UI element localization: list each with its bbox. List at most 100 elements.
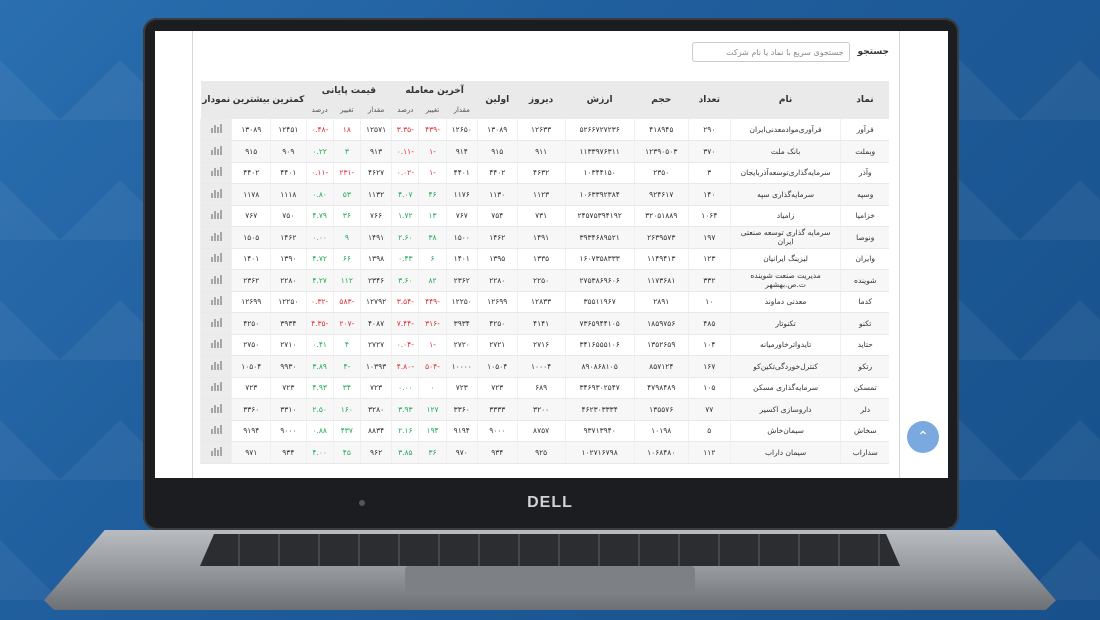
row-symbol[interactable]: ونوصا xyxy=(840,226,889,249)
table-row[interactable]: سداراب سیمان داراب ۱۱۲ ۱۰۶۸۴۸۰ ۱۰۲۷۱۶۷۹۸ ۹۲۵ ۹… xyxy=(199,441,889,464)
row-chart[interactable] xyxy=(199,377,232,399)
row-chart[interactable] xyxy=(199,291,232,313)
col-low[interactable]: کمترین xyxy=(270,81,307,119)
row-count: ۱۹۷ xyxy=(687,226,731,249)
row-chart[interactable] xyxy=(199,420,232,442)
table-row[interactable]: حتاید تایدواترخاورمیانه ۱۰۴ ۱۳۵۲۶۵۹ ۳۴۱۶۵۵۵۱… xyxy=(199,334,889,356)
row-close-percent: -۴.۳۵ xyxy=(305,312,334,335)
row-last-percent: ۳.۹۳ xyxy=(391,398,419,421)
col-high[interactable]: بیشترین xyxy=(231,81,271,119)
row-last-percent: -۳.۳۵ xyxy=(391,119,419,141)
row-symbol[interactable]: وایران xyxy=(840,248,889,270)
row-volume: ۲۶۳۹۵۷۳ xyxy=(633,226,689,249)
row-yesterday: ۷۳۱ xyxy=(516,205,566,227)
row-last-change: ۱۳ xyxy=(418,205,447,227)
row-symbol[interactable]: وبملت xyxy=(840,140,889,163)
sub-last-percent: درصد xyxy=(391,101,419,119)
row-symbol[interactable]: رتکو xyxy=(840,355,889,378)
row-chart[interactable] xyxy=(199,183,232,206)
row-symbol[interactable]: شوینده xyxy=(840,269,889,292)
row-close-percent: ۰.۰۰ xyxy=(305,226,334,249)
row-symbol[interactable]: وسپه xyxy=(840,183,889,206)
row-close-amount: ۱۰۳۹۳ xyxy=(359,355,392,378)
row-close-percent: ۰.۴۱ xyxy=(305,334,334,356)
row-name: مدیریت صنعت شوینده ت.ص.بهشهر xyxy=(729,269,841,292)
row-symbol[interactable]: حتاید xyxy=(840,334,889,356)
col-value[interactable]: ارزش xyxy=(565,81,635,119)
table-row[interactable]: فرآور فرآوری‌موادمعدنی‌ایران ۲۹۰ ۴۱۸۹۴۵ ۵۲۶۶… xyxy=(199,119,889,141)
row-chart[interactable] xyxy=(199,441,232,464)
row-symbol[interactable]: کدما xyxy=(840,291,889,313)
row-high: ۴۴۰۲ xyxy=(231,162,271,184)
row-volume: ۲۸۹۱ xyxy=(633,291,689,313)
row-close-percent: ۴.۷۹ xyxy=(305,205,334,227)
row-close-change: ۹ xyxy=(332,226,361,249)
row-symbol[interactable]: سداراب xyxy=(840,441,889,464)
row-name: سیمان‌خاش xyxy=(729,420,841,442)
row-close-percent: ۴.۲۷ xyxy=(305,269,334,292)
row-close-change: -۲۰۷ xyxy=(332,312,361,335)
row-chart[interactable] xyxy=(199,355,232,378)
row-high: ۳۳۶۰ xyxy=(231,398,271,421)
row-symbol[interactable]: دلر xyxy=(840,398,889,421)
table-row[interactable]: وبملت بانک ملت ۳۷۰ ۱۲۳۹۰۵۰۳ ۱۱۳۳۹۷۶۳۱۱ ۹۱۱ ۹۱۵… xyxy=(199,140,889,163)
row-last-change: ۴۶ xyxy=(418,183,447,206)
row-value: ۲۷۵۳۸۶۹۶۰۶ xyxy=(564,269,635,292)
table-row[interactable]: وآذر سرمایه‌گذاری‌توسعه‌آذربایجان ۳ ۲۳۵۰ ۱۰۳… xyxy=(199,162,889,184)
stock-table: نماد نام تعداد حجم ارزش دیروز اولین آخری… xyxy=(199,81,889,464)
row-symbol[interactable]: خزامیا xyxy=(840,205,889,227)
col-symbol[interactable]: نماد xyxy=(840,81,889,119)
row-volume: ۱۱۴۹۴۱۳ xyxy=(633,248,689,270)
bar-chart-icon xyxy=(210,274,222,284)
row-chart[interactable] xyxy=(199,119,232,141)
table-row[interactable]: وایران لیزینگ ایرانیان ۱۲۳ ۱۱۴۹۴۱۳ ۱۶۰۷۳۵۸۳۳… xyxy=(199,248,889,270)
row-high: ۱۴۰۱ xyxy=(231,248,271,270)
col-volume[interactable]: حجم xyxy=(634,81,689,119)
row-close-percent: -۰.۱۱ xyxy=(305,162,334,184)
table-row[interactable]: کدما معدنی دماوند ۱۰ ۲۸۹۱ ۳۵۵۱۱۹۶۷ ۱۲۸۳۳ ۱۲۶۹۹… xyxy=(199,291,889,313)
scroll-to-top-button[interactable]: ⌃ xyxy=(907,421,939,453)
row-chart[interactable] xyxy=(199,162,232,184)
table-row[interactable]: تکنو تکنوتار ۴۸۵ ۱۸۵۹۷۵۶ ۷۳۶۵۹۴۴۱۰۵ ۴۱۴۱ ۴۲۵۰ ۳… xyxy=(199,312,889,335)
table-row[interactable]: سخاش سیمان‌خاش ۵ ۱۰۱۹۸ ۹۳۷۱۳۹۴۰ ۸۷۵۷ ۹۰۰۰ ۹۱۹۴ ۱… xyxy=(199,420,889,442)
row-chart[interactable] xyxy=(199,312,232,335)
row-first: ۹۰۰۰ xyxy=(476,420,518,442)
row-last-change: ۱۲۷ xyxy=(418,398,447,421)
col-count[interactable]: تعداد xyxy=(688,81,731,119)
table-row[interactable]: خزامیا زامیاد ۱۰۶۴ ۳۲۰۵۱۸۸۹ ۲۴۵۷۵۳۹۴۱۹۲ ۷۳۱ ۷۵… xyxy=(199,205,889,227)
brand-logo: DELL xyxy=(527,494,573,511)
table-row[interactable]: شوینده مدیریت صنعت شوینده ت.ص.بهشهر ۳۳۲ ۱۱۷… xyxy=(199,269,889,292)
row-chart[interactable] xyxy=(199,205,232,227)
row-symbol[interactable]: فرآور xyxy=(840,119,889,141)
search-input[interactable] xyxy=(691,42,850,62)
table-row[interactable]: رتکو کنترل‌خوردگی‌تکین‌کو ۱۶۷ ۸۵۷۱۲۴ ۸۹۰۸۶۸۱… xyxy=(199,355,889,378)
row-name: سرمایه‌گذاری‌توسعه‌آذربایجان xyxy=(729,162,841,184)
col-last-trade[interactable]: آخرین معامله xyxy=(391,81,478,101)
search-bar: جستجو xyxy=(691,41,889,63)
row-chart[interactable] xyxy=(199,226,232,249)
col-name[interactable]: نام xyxy=(730,81,841,119)
row-chart[interactable] xyxy=(199,248,232,270)
row-high: ۴۲۵۰ xyxy=(231,312,271,335)
row-last-change: -۳۱۶ xyxy=(418,312,447,335)
col-yesterday[interactable]: دیروز xyxy=(517,81,566,119)
row-symbol[interactable]: وآذر xyxy=(840,162,889,184)
table-row[interactable]: ونوصا سرمایه گذاری توسعه صنعتی ایران ۱۹۷ ۲۶… xyxy=(199,226,889,249)
col-closing-price[interactable]: قیمت پایانی xyxy=(306,81,392,101)
table-row[interactable]: تمسکن سرمایه‌گذاری مسکن ۱۰۵ ۴۷۹۸۴۸۹ ۳۴۶۹۳۰۲۵… xyxy=(199,377,889,399)
sub-close-change: تغییر xyxy=(333,101,361,119)
col-first[interactable]: اولین xyxy=(477,81,518,119)
row-chart[interactable] xyxy=(199,334,232,356)
row-symbol[interactable]: تمسکن xyxy=(840,377,889,399)
row-name: سرمایه‌گذاری مسکن xyxy=(729,377,841,399)
table-row[interactable]: دلر داروسازی اکسیر ۷۷ ۱۳۵۵۷۶ ۴۶۲۳۰۳۳۳۴ ۳۲۰۰ ۳۳… xyxy=(199,398,889,421)
row-symbol[interactable]: تکنو xyxy=(840,312,889,335)
row-symbol[interactable]: سخاش xyxy=(840,420,889,442)
row-first: ۱۱۳۰ xyxy=(476,183,518,206)
row-name: کنترل‌خوردگی‌تکین‌کو xyxy=(729,355,841,378)
table-row[interactable]: وسپه سرمایه‌گذاری سپه ۱۴۰ ۹۲۴۶۱۷ ۱۰۶۳۳۹۲۳۸۴ ۱… xyxy=(199,183,889,206)
row-chart[interactable] xyxy=(199,140,232,163)
row-chart[interactable] xyxy=(199,269,232,292)
row-chart[interactable] xyxy=(199,398,232,421)
row-high: ۲۷۵۰ xyxy=(231,334,271,356)
